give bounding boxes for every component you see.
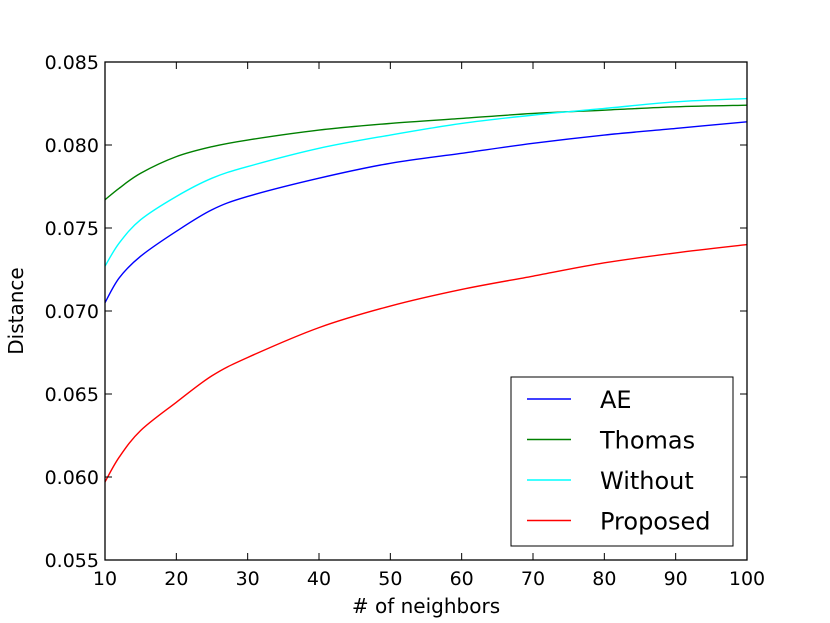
- y-tick-label: 0.075: [45, 218, 99, 240]
- legend-label-without: Without: [600, 467, 694, 495]
- x-tick-label: 70: [521, 568, 545, 590]
- y-tick-label: 0.085: [45, 52, 99, 74]
- x-tick-label: 40: [307, 568, 331, 590]
- x-tick-label: 90: [664, 568, 688, 590]
- y-axis-label: Distance: [4, 267, 28, 354]
- x-tick-label: 100: [729, 568, 765, 590]
- y-tick-label: 0.060: [45, 467, 99, 489]
- x-tick-label: 10: [93, 568, 117, 590]
- legend-label-ae: AE: [600, 386, 632, 414]
- y-tick-label: 0.065: [45, 384, 99, 406]
- legend-label-thomas: Thomas: [599, 427, 695, 455]
- legend-box: [510, 376, 734, 547]
- y-tick-label: 0.055: [45, 550, 99, 572]
- x-tick-label: 80: [592, 568, 616, 590]
- x-tick-label: 50: [378, 568, 402, 590]
- x-axis-label: # of neighbors: [352, 594, 500, 618]
- series-line-ae: [104, 121, 748, 304]
- plot-area: [104, 97, 748, 483]
- y-tick-label: 0.080: [45, 135, 99, 157]
- y-tick-label: 0.070: [45, 301, 99, 323]
- legend: AE Thomas Without Proposed: [510, 376, 734, 547]
- y-axis: 0.055 0.060 0.065 0.070 0.075 0.080 0.085: [45, 52, 747, 572]
- series-line-thomas: [104, 104, 748, 201]
- series-line-proposed: [104, 243, 748, 483]
- legend-label-proposed: Proposed: [600, 508, 711, 536]
- x-tick-label: 60: [450, 568, 474, 590]
- x-axis: 10 20 30 40 50 60 70 80 90 100: [93, 62, 765, 590]
- x-tick-label: 30: [236, 568, 260, 590]
- series-line-without: [104, 97, 748, 267]
- x-tick-label: 20: [164, 568, 188, 590]
